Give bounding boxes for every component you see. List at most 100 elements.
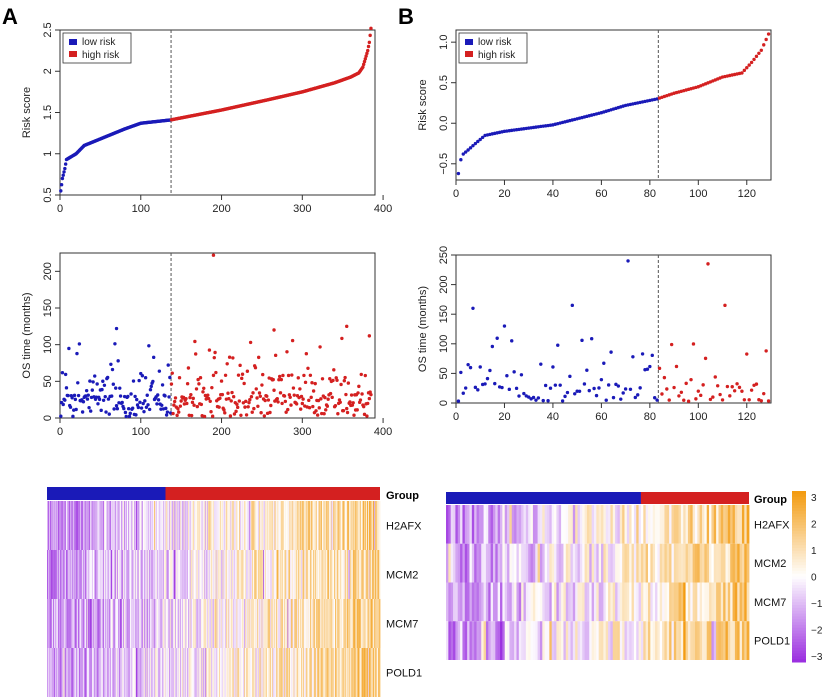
heatmap-cell <box>56 550 58 599</box>
heatmap-cell <box>126 648 128 697</box>
os-point <box>672 385 676 390</box>
heatmap-cell <box>457 543 461 583</box>
heatmap-cell <box>161 501 163 550</box>
heatmap-cell <box>159 550 161 599</box>
heatmap-cell <box>335 599 338 648</box>
heatmap-cell <box>147 648 149 697</box>
colorbar-segment <box>792 576 806 580</box>
heatmap-cell <box>509 621 513 660</box>
heatmap-cell <box>107 599 109 648</box>
heatmap-cell <box>101 599 103 648</box>
heatmap-cell <box>334 648 336 697</box>
heatmap-cell <box>268 599 270 648</box>
heatmap-cell <box>347 648 350 697</box>
heatmap-cell <box>586 582 590 622</box>
heatmap-cell <box>354 550 357 599</box>
os-point <box>604 398 608 402</box>
heatmap-cell <box>544 582 548 622</box>
os-point <box>128 411 132 416</box>
heatmap-cell <box>91 550 94 599</box>
heatmap-cell <box>305 501 307 550</box>
legend-swatch-low <box>465 39 473 45</box>
heatmap-cell <box>492 582 496 622</box>
heatmap-cell <box>132 599 134 648</box>
heatmap-cell <box>200 550 202 599</box>
heatmap-cell <box>565 543 569 583</box>
os-point <box>239 413 243 418</box>
heatmap-cell <box>199 648 201 697</box>
heatmap-cell <box>53 550 56 599</box>
heatmap-cell <box>71 501 73 550</box>
heatmap-cell <box>296 501 299 550</box>
os-point <box>328 391 333 396</box>
heatmap-cell <box>523 543 527 583</box>
heatmap-cell <box>213 550 216 599</box>
heatmap-cell <box>317 501 319 550</box>
heatmap-cell <box>309 599 312 648</box>
heatmap-cell <box>325 501 327 550</box>
heatmap-cell <box>158 550 160 599</box>
heatmap-cell <box>139 501 141 550</box>
x-tick-label: 80 <box>644 411 656 423</box>
heatmap-cell <box>341 550 343 599</box>
heatmap-cell <box>315 648 317 697</box>
heatmap-cell <box>307 648 309 697</box>
heatmap-cell <box>264 648 267 697</box>
heatmap-cell <box>84 550 86 599</box>
heatmap-cell <box>294 648 296 697</box>
heatmap-cell <box>104 648 107 697</box>
heatmap-cell <box>167 501 169 550</box>
os-point <box>468 365 473 370</box>
os-point <box>75 351 79 356</box>
heatmap-cell <box>509 543 513 583</box>
heatmap-cell <box>136 501 138 550</box>
os-point <box>281 373 285 378</box>
heatmap-cell <box>206 550 208 599</box>
heatmap-cell <box>165 501 167 550</box>
heatmap-cell <box>373 550 376 599</box>
heatmap-cell <box>539 621 543 660</box>
os-point <box>500 385 504 390</box>
heatmap-cell <box>678 582 682 622</box>
os-point <box>360 392 364 396</box>
heatmap-cell <box>113 648 115 697</box>
heatmap-cell <box>296 648 299 697</box>
heatmap-cell <box>716 621 719 660</box>
os-point <box>114 404 119 408</box>
heatmap-cell <box>175 501 178 550</box>
os-point <box>560 399 565 403</box>
os-point <box>349 393 354 397</box>
heatmap-cell <box>687 582 691 622</box>
heatmap-cell <box>673 505 677 544</box>
os-point <box>147 407 152 412</box>
os-point <box>230 390 234 395</box>
heatmap-cell <box>615 505 618 544</box>
heatmap-cell <box>147 599 149 648</box>
heatmap-cell <box>92 501 95 550</box>
heatmap-cell <box>709 543 712 583</box>
heatmap-cell <box>291 501 294 550</box>
heatmap-cell <box>556 582 560 622</box>
heatmap-cell <box>275 550 277 599</box>
heatmap-cell <box>347 501 349 550</box>
heatmap-cell <box>365 501 367 550</box>
heatmap-cell <box>87 648 89 697</box>
heatmap-cell <box>174 599 176 648</box>
os-point <box>711 395 715 399</box>
heatmap-cell <box>335 550 338 599</box>
heatmap-cell <box>77 550 79 599</box>
heatmap-cell <box>610 543 614 583</box>
heatmap-cell <box>171 648 173 697</box>
heatmap-cell <box>556 505 560 544</box>
os-point <box>157 369 162 373</box>
group-bar-high <box>165 487 380 500</box>
heatmap-cell <box>207 599 210 648</box>
heatmap-cell <box>347 550 350 599</box>
heatmap-cell <box>314 648 316 697</box>
heatmap-cell <box>296 501 298 550</box>
heatmap-cell <box>718 505 722 544</box>
os-point <box>345 410 350 415</box>
heatmap-cell <box>209 550 211 599</box>
heatmap-cell <box>146 550 148 599</box>
y-axis-label: OS time (months) <box>21 292 33 378</box>
